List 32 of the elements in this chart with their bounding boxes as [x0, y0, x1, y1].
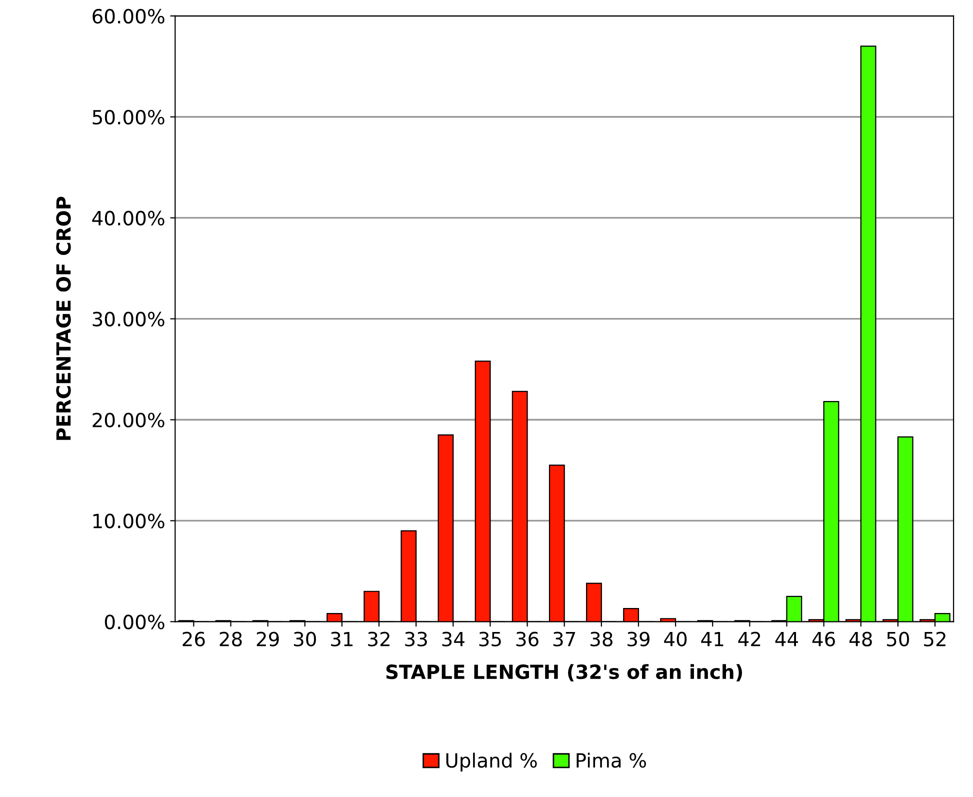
x-tick-label: 40 — [664, 632, 687, 646]
x-tick-label: 42 — [738, 632, 760, 646]
x-tick-label: 32 — [368, 632, 390, 646]
x-tick-label: 31 — [331, 632, 353, 646]
x-tick-label: 33 — [405, 632, 427, 646]
x-tick-label: 34 — [442, 632, 464, 646]
y-tick-label: 40.00% — [92, 210, 164, 226]
x-tick-label: 39 — [628, 632, 650, 646]
legend-label: Pima % — [576, 752, 646, 768]
x-tick-label: 37 — [553, 632, 576, 646]
x-tick-label: 44 — [775, 632, 798, 646]
x-tick-label: 48 — [849, 632, 872, 646]
x-tick-label: 50 — [887, 632, 910, 646]
x-tick-label: 52 — [924, 632, 946, 646]
x-tick-label: 29 — [256, 632, 279, 646]
x-tick-label: 36 — [516, 632, 538, 646]
y-tick-label: 0.00% — [104, 614, 164, 630]
y-tick-label: 60.00% — [92, 8, 164, 24]
x-axis-title: STAPLE LENGTH (32's of an inch) — [386, 664, 742, 682]
x-tick-label: 35 — [479, 632, 501, 646]
x-tick-label: 38 — [590, 632, 612, 646]
y-axis-title: PERCENTAGE OF CROP — [56, 196, 71, 440]
y-tick-label: 20.00% — [92, 412, 164, 428]
x-tick-label: 46 — [812, 632, 835, 646]
x-tick-label: 26 — [182, 632, 205, 646]
x-tick-label: 28 — [220, 632, 242, 646]
x-tick-label: 30 — [294, 632, 316, 646]
x-tick-label: 41 — [701, 632, 724, 646]
legend-label: Upland % — [446, 752, 537, 772]
y-tick-label: 30.00% — [92, 312, 164, 326]
y-tick-label: 50.00% — [92, 110, 164, 125]
y-tick-label: 10.00% — [93, 514, 164, 528]
